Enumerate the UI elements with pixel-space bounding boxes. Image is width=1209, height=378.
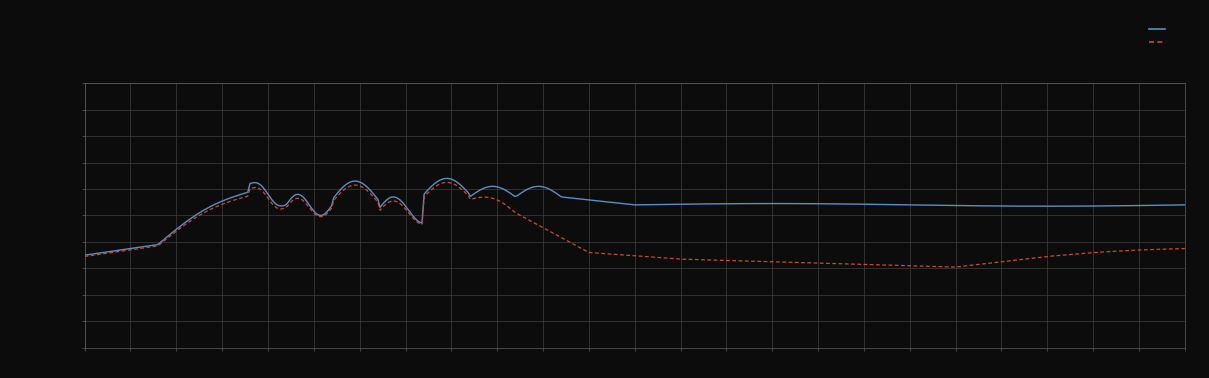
Legend:   ,   : , (1145, 21, 1181, 50)
